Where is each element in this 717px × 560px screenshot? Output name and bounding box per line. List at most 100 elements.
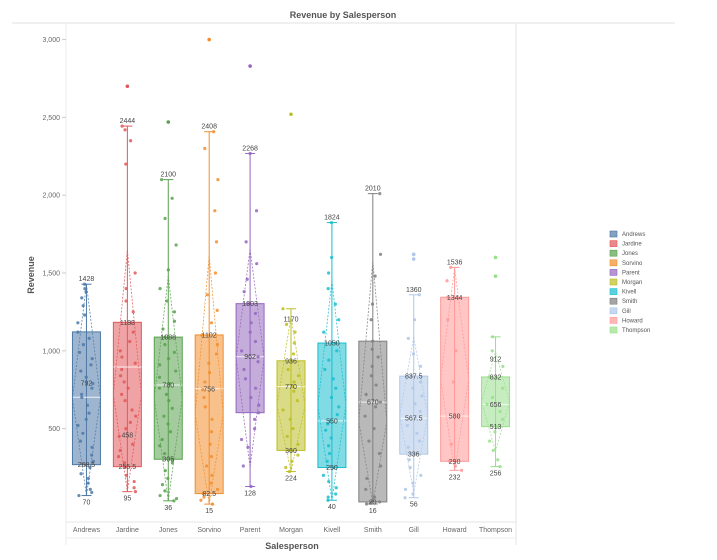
data-point <box>255 262 259 266</box>
data-point <box>124 473 129 477</box>
data-point <box>201 492 205 496</box>
data-point <box>76 321 80 325</box>
box-labels: 1428 792 268.5 70 <box>78 276 96 506</box>
data-point <box>501 386 505 390</box>
data-point <box>172 350 176 354</box>
box-body <box>153 336 183 460</box>
data-point <box>411 352 416 356</box>
legend-item-howard[interactable]: Howard <box>609 317 643 324</box>
data-point <box>117 455 121 459</box>
data-point <box>411 386 415 390</box>
data-point <box>130 408 134 412</box>
legend[interactable]: Andrews Jardine Jones Sorvino Parent Morgan Ki… <box>609 230 650 334</box>
data-point <box>166 268 170 272</box>
legend-label: Smith <box>622 299 637 305</box>
value-label: 1428 <box>79 276 95 283</box>
value-label: 2010 <box>365 186 381 193</box>
box-howard: 1536 1344 580 290 232 <box>440 259 470 481</box>
data-point <box>88 465 92 470</box>
data-point <box>160 178 164 182</box>
data-point <box>203 405 207 409</box>
data-point <box>378 400 383 404</box>
outlier-point <box>411 252 416 257</box>
data-point <box>76 423 80 428</box>
box-jardine: 2444 1183 458 255.5 95 <box>112 84 142 503</box>
data-point <box>376 355 380 359</box>
data-point <box>406 445 410 449</box>
mean-diamond <box>194 255 224 505</box>
data-point <box>256 355 260 359</box>
legend-item-andrews[interactable]: Andrews <box>609 230 645 238</box>
legend-label: Howard <box>622 318 643 324</box>
box-morgan: 1170 936 770 360 224 <box>276 112 306 483</box>
data-point <box>248 151 252 156</box>
data-point <box>291 427 295 431</box>
data-point <box>490 395 495 400</box>
box-labels: 1170 936 770 360 224 <box>283 316 298 482</box>
data-point <box>413 416 417 420</box>
legend-item-jones[interactable]: Jones <box>609 249 638 257</box>
data-point <box>215 487 220 491</box>
data-point <box>209 321 214 325</box>
data-point <box>201 388 205 392</box>
legend-swatch <box>609 240 618 247</box>
legend-item-kivell[interactable]: Kivell <box>609 288 636 296</box>
value-label: 1102 <box>202 332 217 339</box>
legend-label: Parent <box>622 270 640 276</box>
data-point <box>207 361 211 365</box>
data-point <box>91 459 95 463</box>
legend-item-thompson[interactable]: Thompson <box>609 326 650 334</box>
value-label: 1344 <box>447 295 463 302</box>
data-point <box>208 442 212 446</box>
data-point <box>296 453 300 457</box>
data-point <box>80 392 84 396</box>
data-point <box>363 414 367 418</box>
data-point <box>454 349 458 353</box>
data-point <box>449 265 453 269</box>
data-point <box>407 458 411 462</box>
data-point <box>403 496 407 500</box>
value-label: 962 <box>244 354 256 361</box>
box-thompson: 912 832 656 513 256 <box>481 255 511 478</box>
data-point <box>290 459 294 463</box>
data-point <box>501 364 505 368</box>
legend-item-smith[interactable]: Smith <box>609 297 637 305</box>
data-point <box>370 347 374 351</box>
legend-item-parent[interactable]: Parent <box>609 269 640 276</box>
y-tick-label: 1,500 <box>42 271 60 278</box>
data-point <box>329 220 334 225</box>
data-point <box>257 411 261 415</box>
legend-swatch <box>609 326 618 334</box>
legend-item-morgan[interactable]: Morgan <box>609 278 642 286</box>
data-point <box>161 327 165 331</box>
legend-item-jardine[interactable]: Jardine <box>609 240 642 248</box>
value-label: 70 <box>83 500 91 507</box>
data-point <box>408 465 412 470</box>
data-point <box>120 367 124 372</box>
legend-item-gill[interactable]: Gill <box>609 307 631 315</box>
legend-item-sorvino[interactable]: Sorvino <box>609 259 643 267</box>
data-point <box>498 409 502 414</box>
data-point <box>337 405 341 409</box>
data-point <box>291 352 296 356</box>
value-label: 2408 <box>201 124 217 131</box>
value-label: 2268 <box>242 145 258 152</box>
value-label: 756 <box>203 386 215 393</box>
data-point <box>377 451 382 456</box>
data-point <box>253 311 257 316</box>
box-body <box>276 360 306 451</box>
data-point <box>374 383 378 387</box>
value-label: 95 <box>123 496 131 503</box>
data-point <box>286 367 290 372</box>
data-point <box>170 196 174 200</box>
data-point <box>239 349 244 353</box>
data-point <box>163 335 167 339</box>
data-point <box>86 481 90 485</box>
data-point <box>285 434 289 439</box>
data-point <box>168 430 173 434</box>
data-point <box>329 395 334 400</box>
data-point <box>254 209 259 213</box>
data-point <box>420 394 424 398</box>
data-point <box>256 360 260 364</box>
value-label: 1360 <box>406 287 422 294</box>
